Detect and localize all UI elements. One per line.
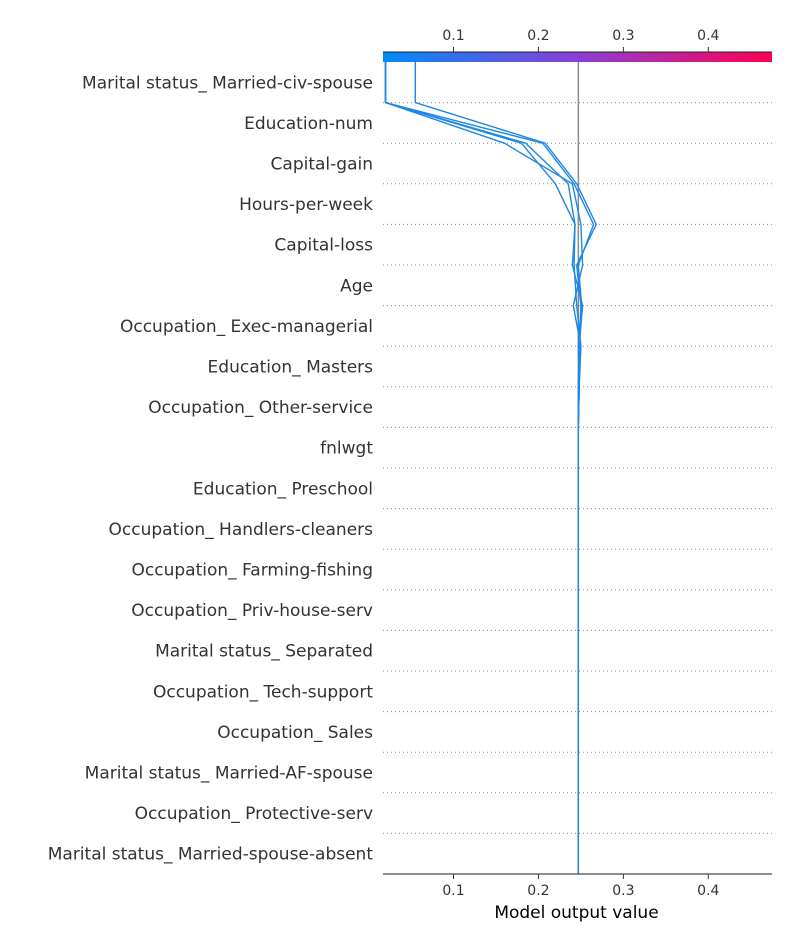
feature-label: Age <box>340 276 373 296</box>
x-axis-title: Model output value <box>494 903 658 923</box>
feature-label: Education_ Preschool <box>193 479 373 499</box>
feature-label: Occupation_ Protective-serv <box>135 804 373 824</box>
decision-line <box>414 62 597 874</box>
bottom-tick-label: 0.3 <box>612 883 634 899</box>
feature-label: Education_ Masters <box>208 358 374 378</box>
decision-line <box>384 62 595 874</box>
feature-label: Occupation_ Farming-fishing <box>132 561 373 581</box>
feature-label: Hours-per-week <box>239 195 373 215</box>
top-tick-label: 0.3 <box>612 28 634 44</box>
feature-label: Occupation_ Exec-managerial <box>120 317 373 337</box>
feature-label: Occupation_ Priv-house-serv <box>131 601 373 621</box>
colorbar <box>383 52 772 62</box>
feature-label: Marital status_ Married-AF-spouse <box>85 764 373 784</box>
top-tick-label: 0.4 <box>697 28 719 44</box>
feature-label: Marital status_ Separated <box>155 642 373 662</box>
top-tick-label: 0.1 <box>442 28 464 44</box>
bottom-tick-label: 0.4 <box>697 883 719 899</box>
feature-label: fnlwgt <box>320 439 373 459</box>
feature-label: Occupation_ Tech-support <box>153 682 373 702</box>
bottom-tick-label: 0.2 <box>527 883 549 899</box>
feature-label: Occupation_ Other-service <box>148 398 373 418</box>
feature-label: Marital status_ Married-spouse-absent <box>48 845 374 865</box>
feature-label: Capital-loss <box>274 236 373 256</box>
bottom-tick-label: 0.1 <box>442 883 464 899</box>
top-tick-label: 0.2 <box>527 28 549 44</box>
feature-label: Education-num <box>244 114 373 134</box>
feature-label: Occupation_ Sales <box>217 723 373 743</box>
decision-line <box>384 62 584 874</box>
feature-label: Marital status_ Married-civ-spouse <box>82 73 373 93</box>
feature-label: Capital-gain <box>271 155 373 175</box>
feature-label: Occupation_ Handlers-cleaners <box>109 520 374 540</box>
